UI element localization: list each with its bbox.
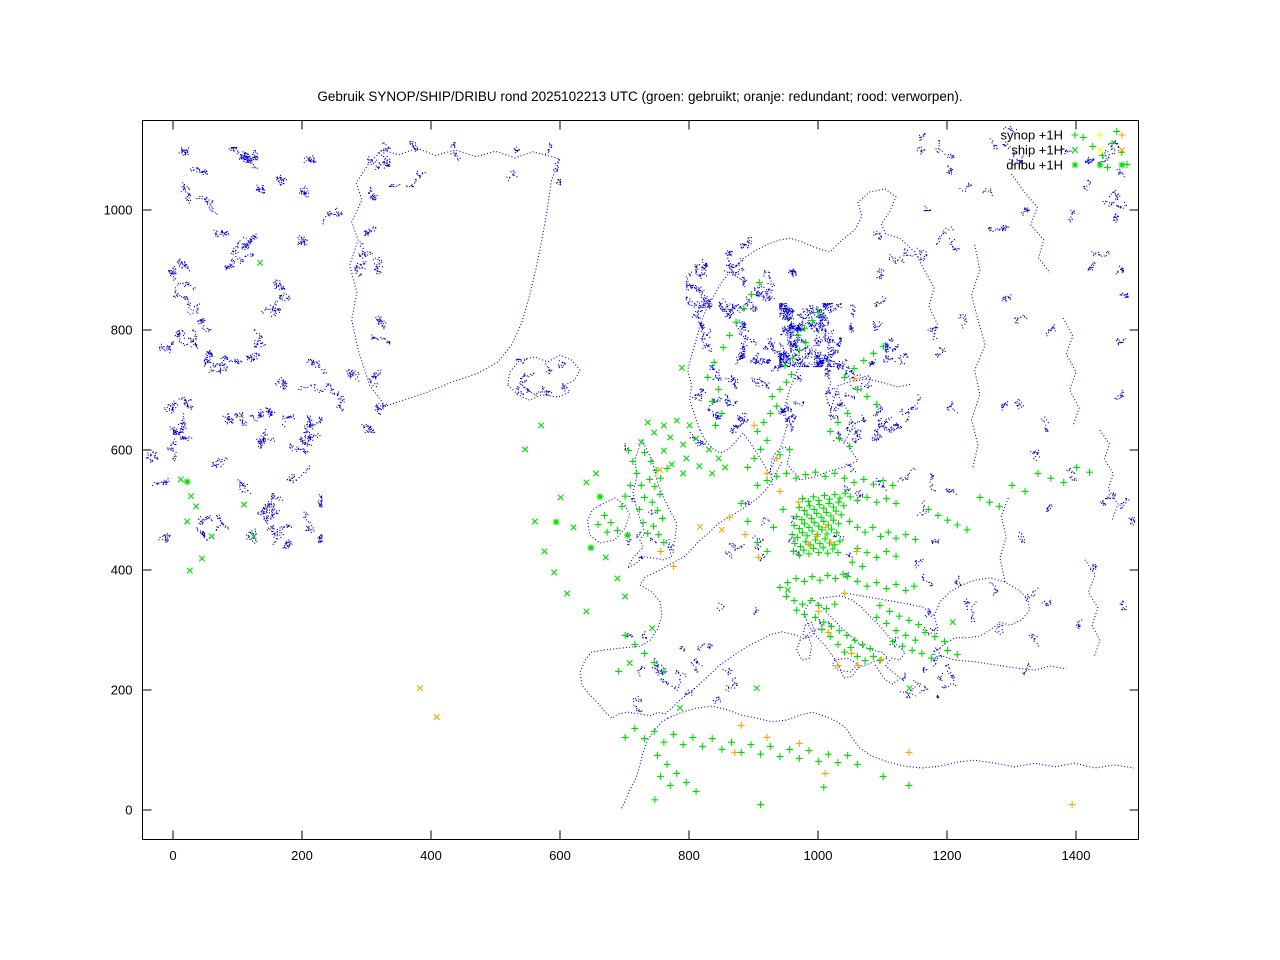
legend-label-plus: synop +1H bbox=[1000, 128, 1063, 143]
coastline-13 bbox=[667, 705, 1135, 769]
speckle-canadian-arctic bbox=[159, 147, 391, 434]
coastline-22 bbox=[1011, 173, 1051, 274]
chart-title: Gebruik SYNOP/SHIP/DRIBU rond 2025102213… bbox=[317, 89, 963, 104]
coastline-6 bbox=[803, 597, 889, 679]
x-tick-label-400: 400 bbox=[420, 848, 442, 863]
speckle-uk-inland bbox=[624, 443, 675, 560]
speckle-iceland-inland bbox=[516, 358, 568, 396]
coastline-3 bbox=[587, 497, 631, 544]
speckle-greenland-north-fringe bbox=[367, 141, 562, 188]
legend-marker-star-2 bbox=[1118, 161, 1126, 169]
legend-marker-cross-0 bbox=[1071, 146, 1079, 154]
coastline-17 bbox=[687, 188, 901, 431]
speckle-iberia-inland bbox=[626, 631, 738, 713]
y-tick-label-0: 0 bbox=[125, 803, 132, 818]
series-synop-redundant bbox=[657, 375, 1076, 809]
y-tick-label-600: 600 bbox=[111, 443, 133, 458]
x-tick-label-800: 800 bbox=[678, 848, 700, 863]
y-tick-label-200: 200 bbox=[111, 683, 133, 698]
scatter-layer bbox=[177, 127, 1131, 809]
speckle-norway-fjords bbox=[685, 237, 797, 447]
legend-marker-cross-2 bbox=[1118, 146, 1126, 154]
series-dribu-gebruikt bbox=[183, 478, 632, 552]
x-tick-label-200: 200 bbox=[291, 848, 313, 863]
legend-marker-star-0 bbox=[1071, 161, 1079, 169]
y-tick-label-400: 400 bbox=[111, 563, 133, 578]
coastline-2 bbox=[627, 439, 678, 569]
legend-marker-plus-2 bbox=[1118, 131, 1126, 139]
coastline-10 bbox=[819, 595, 906, 685]
y-tick-label-800: 800 bbox=[111, 323, 133, 338]
legend-marker-star-1 bbox=[1096, 161, 1104, 169]
coastline-1 bbox=[507, 354, 581, 401]
speckle-labrador bbox=[145, 414, 323, 549]
coastline-4 bbox=[579, 461, 783, 719]
axis-tick-labels: 0 200 400 600 800 1000 1200 1400 0 200 400 600 800 10… bbox=[104, 203, 1091, 864]
series-ship-gebruikt bbox=[177, 259, 956, 712]
coastline-26 bbox=[999, 497, 1009, 583]
x-tick-label-1200: 1200 bbox=[933, 848, 962, 863]
coastline-25 bbox=[1099, 429, 1119, 521]
coastline-24 bbox=[1084, 559, 1101, 658]
coastline-8 bbox=[796, 635, 813, 661]
axis-ticks bbox=[142, 120, 1139, 840]
coastline-14 bbox=[620, 717, 668, 811]
coastline-21 bbox=[899, 237, 938, 343]
legend-label-star: dribu +1H bbox=[1006, 158, 1063, 173]
x-tick-label-0: 0 bbox=[169, 848, 176, 863]
legend-marker-cross-1 bbox=[1096, 146, 1104, 154]
legend-marker-plus-0 bbox=[1071, 131, 1079, 139]
coastline-0 bbox=[349, 147, 561, 407]
coastline-15 bbox=[769, 446, 799, 485]
plot-border-rect bbox=[142, 120, 1139, 840]
series-synop-gebruikt bbox=[594, 127, 1131, 809]
x-tick-label-600: 600 bbox=[549, 848, 571, 863]
series-ship-redundant bbox=[416, 466, 726, 721]
coastline-9 bbox=[802, 621, 816, 639]
coastline-16 bbox=[797, 378, 912, 481]
coastline-11 bbox=[899, 691, 917, 697]
y-tick-label-1000: 1000 bbox=[104, 203, 133, 218]
coastline-18 bbox=[699, 429, 776, 476]
coastline-12 bbox=[933, 577, 1067, 671]
legend-marker-plus-1 bbox=[1096, 131, 1104, 139]
coastline-23 bbox=[1062, 317, 1080, 427]
x-tick-label-1400: 1400 bbox=[1062, 848, 1091, 863]
coastline-7 bbox=[831, 657, 859, 673]
speckle-bothnia-dense bbox=[779, 303, 842, 368]
coastline-19 bbox=[768, 329, 837, 474]
map-layer bbox=[145, 126, 1136, 811]
plot-border bbox=[142, 120, 1139, 840]
legend-label-cross: ship +1H bbox=[1011, 143, 1063, 158]
speckle-nw-russia bbox=[850, 150, 1129, 500]
coastline-5 bbox=[664, 627, 821, 715]
x-tick-label-1000: 1000 bbox=[804, 848, 833, 863]
coastline-20 bbox=[970, 244, 986, 469]
speckle-finland-lakes bbox=[824, 321, 910, 444]
